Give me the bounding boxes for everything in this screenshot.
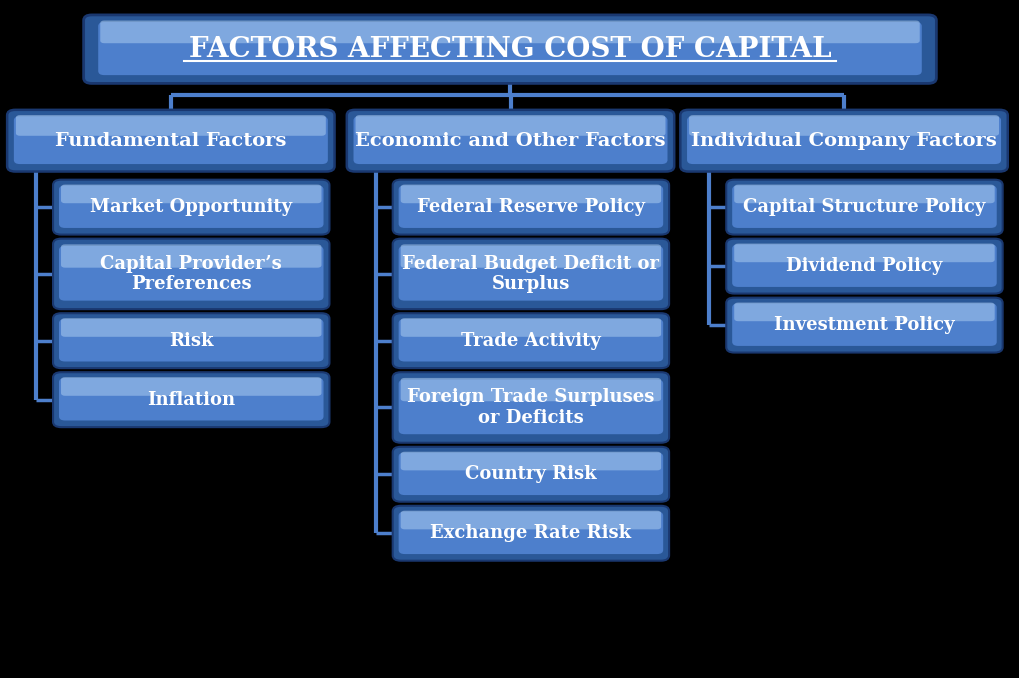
FancyBboxPatch shape [16, 115, 325, 136]
FancyBboxPatch shape [734, 184, 994, 203]
FancyBboxPatch shape [392, 506, 668, 561]
FancyBboxPatch shape [400, 511, 660, 530]
Text: Dividend Policy: Dividend Policy [786, 257, 942, 275]
Text: Capital Structure Policy: Capital Structure Policy [743, 198, 984, 216]
FancyBboxPatch shape [732, 186, 996, 228]
FancyBboxPatch shape [398, 512, 662, 554]
Text: Trade Activity: Trade Activity [461, 332, 600, 350]
FancyBboxPatch shape [680, 110, 1007, 172]
FancyBboxPatch shape [100, 20, 919, 43]
Text: Inflation: Inflation [147, 391, 235, 409]
FancyBboxPatch shape [61, 318, 321, 337]
FancyBboxPatch shape [398, 186, 662, 228]
FancyBboxPatch shape [356, 115, 664, 136]
Text: Federal Budget Deficit or
Surplus: Federal Budget Deficit or Surplus [403, 254, 658, 294]
FancyBboxPatch shape [734, 243, 994, 262]
FancyBboxPatch shape [61, 377, 321, 396]
FancyBboxPatch shape [84, 15, 935, 83]
Text: Capital Provider’s
Preferences: Capital Provider’s Preferences [100, 254, 282, 294]
FancyBboxPatch shape [98, 22, 921, 75]
FancyBboxPatch shape [400, 318, 660, 337]
FancyBboxPatch shape [400, 244, 660, 268]
FancyBboxPatch shape [732, 304, 996, 346]
FancyBboxPatch shape [392, 180, 668, 235]
FancyBboxPatch shape [53, 372, 329, 427]
FancyBboxPatch shape [392, 447, 668, 502]
FancyBboxPatch shape [59, 246, 323, 300]
FancyBboxPatch shape [398, 453, 662, 495]
FancyBboxPatch shape [398, 246, 662, 300]
Text: FACTORS AFFECTING COST OF CAPITAL: FACTORS AFFECTING COST OF CAPITAL [189, 36, 830, 62]
FancyBboxPatch shape [687, 117, 1000, 164]
Text: Economic and Other Factors: Economic and Other Factors [355, 132, 665, 150]
FancyBboxPatch shape [400, 378, 660, 401]
FancyBboxPatch shape [400, 452, 660, 471]
Text: Investment Policy: Investment Policy [773, 316, 954, 334]
Text: Country Risk: Country Risk [465, 465, 596, 483]
FancyBboxPatch shape [59, 378, 323, 420]
Text: Market Opportunity: Market Opportunity [90, 198, 292, 216]
Text: Exchange Rate Risk: Exchange Rate Risk [430, 524, 631, 542]
FancyBboxPatch shape [53, 239, 329, 309]
FancyBboxPatch shape [400, 184, 660, 203]
FancyBboxPatch shape [14, 117, 327, 164]
FancyBboxPatch shape [726, 298, 1002, 353]
FancyBboxPatch shape [732, 245, 996, 287]
FancyBboxPatch shape [398, 380, 662, 434]
FancyBboxPatch shape [726, 180, 1002, 235]
FancyBboxPatch shape [7, 110, 334, 172]
FancyBboxPatch shape [689, 115, 998, 136]
FancyBboxPatch shape [392, 313, 668, 368]
FancyBboxPatch shape [392, 239, 668, 309]
Text: Fundamental Factors: Fundamental Factors [55, 132, 286, 150]
FancyBboxPatch shape [346, 110, 674, 172]
FancyBboxPatch shape [59, 186, 323, 228]
FancyBboxPatch shape [726, 239, 1002, 294]
Text: Federal Reserve Policy: Federal Reserve Policy [417, 198, 644, 216]
Text: Risk: Risk [169, 332, 213, 350]
FancyBboxPatch shape [59, 319, 323, 361]
FancyBboxPatch shape [61, 244, 321, 268]
FancyBboxPatch shape [61, 184, 321, 203]
Text: Foreign Trade Surpluses
or Deficits: Foreign Trade Surpluses or Deficits [407, 388, 654, 427]
FancyBboxPatch shape [354, 117, 666, 164]
FancyBboxPatch shape [392, 372, 668, 443]
FancyBboxPatch shape [398, 319, 662, 361]
FancyBboxPatch shape [734, 302, 994, 321]
Text: Individual Company Factors: Individual Company Factors [691, 132, 996, 150]
FancyBboxPatch shape [53, 180, 329, 235]
FancyBboxPatch shape [53, 313, 329, 368]
